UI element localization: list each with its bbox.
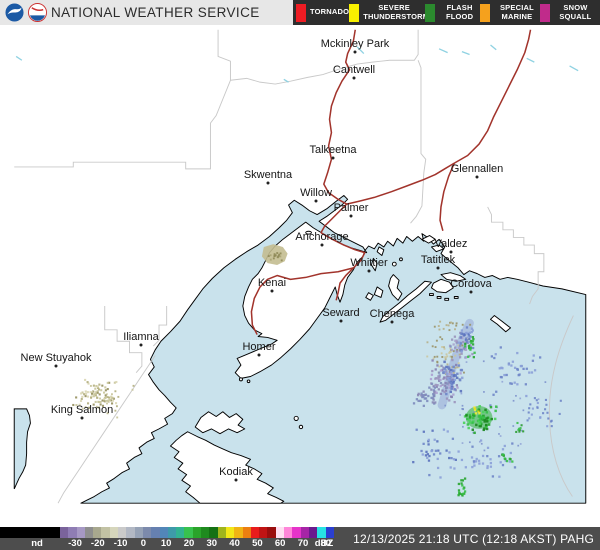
colorbar-cell xyxy=(242,527,251,538)
colorbar-tick-label: 0 xyxy=(140,538,147,549)
colorbar-cell xyxy=(167,527,177,538)
colorbar-cell xyxy=(159,527,168,538)
boundary-lines xyxy=(14,29,574,504)
colorbar-cell xyxy=(142,527,152,538)
colorbar-cell xyxy=(184,527,193,538)
colorbar-tick-label: -20 xyxy=(90,538,105,549)
island-layer xyxy=(169,230,511,504)
legend-swatch xyxy=(479,3,490,22)
nws-logo-icon xyxy=(28,3,47,22)
colorbar-tick-label: 60 xyxy=(274,538,286,549)
highway-lines xyxy=(250,29,532,335)
colorbar-tick-label: dBZ xyxy=(314,538,334,549)
status-bar: nd -30 -20 -10 0 10 20 30 40 50 60 70 80 dBZ 12/13/20… xyxy=(0,527,600,550)
colorbar-cell xyxy=(76,527,85,538)
radar-map[interactable]: Mckinley Park Cantwell Talkeetna Skwentna Wi… xyxy=(0,25,600,527)
noaa-logo-icon xyxy=(5,3,24,22)
colorbar-tick-label: -30 xyxy=(68,538,82,549)
dbz-colorbar xyxy=(0,527,334,538)
legend-label: TORNADO xyxy=(310,7,350,17)
colorbar-tick-label: 20 xyxy=(183,538,195,549)
colorbar-cell xyxy=(300,527,309,538)
colorbar-tick-label: -10 xyxy=(113,538,128,549)
legend-swatch xyxy=(425,3,436,22)
radar-echoes xyxy=(72,244,562,497)
colorbar-cell xyxy=(267,527,276,538)
map-canvas xyxy=(13,29,587,504)
dbz-colorbar-labels: nd -30 -20 -10 0 10 20 30 40 50 60 70 80 dBZ xyxy=(0,538,340,550)
colorbar-cell xyxy=(109,527,119,538)
legend-label: SNOW SQUALL xyxy=(559,3,592,21)
timestamp-text: 12/13/2025 21:18 UTC (12:18 AKST) PAHG xyxy=(353,531,594,546)
colorbar-cell xyxy=(259,527,268,538)
legend-swatch xyxy=(296,3,306,22)
colorbar-cell xyxy=(308,527,318,538)
colorbar-tick-label: nd xyxy=(31,538,43,549)
colorbar-cell xyxy=(68,527,77,538)
colorbar-cell xyxy=(84,527,94,538)
nws-brand-header: NATIONAL WEATHER SERVICE xyxy=(0,0,293,25)
colorbar-cell xyxy=(60,527,69,538)
top-bar: NATIONAL WEATHER SERVICE TORNADO SEVERE T… xyxy=(0,0,600,25)
colorbar-cell xyxy=(275,527,285,538)
legend-label: SPECIAL MARINE xyxy=(499,3,534,21)
legend-swatch xyxy=(539,3,550,22)
legend-swatch xyxy=(349,3,360,22)
colorbar-tick-label: 70 xyxy=(297,538,309,549)
colorbar-cell xyxy=(284,527,293,538)
legend-item-severe-thunderstorm: SEVERE THUNDERSTORM xyxy=(349,3,430,22)
colorbar-cell xyxy=(225,527,235,538)
legend-label: FLASH FLOOD xyxy=(445,3,474,21)
legend-item-snow-squall: SNOW SQUALL xyxy=(539,3,597,22)
agency-title: NATIONAL WEATHER SERVICE xyxy=(51,5,260,20)
colorbar-cell xyxy=(126,527,135,538)
colorbar-nd-segment xyxy=(0,527,60,538)
colorbar-tick-label: 10 xyxy=(160,538,172,549)
river-marks xyxy=(15,44,579,83)
colorbar-cell xyxy=(234,527,243,538)
colorbar-cell xyxy=(134,527,143,538)
colorbar-cell xyxy=(118,527,127,538)
colorbar-cell xyxy=(250,527,260,538)
colorbar-cell xyxy=(151,527,160,538)
colorbar-cell xyxy=(317,527,326,538)
legend-label: SEVERE THUNDERSTORM xyxy=(363,3,430,21)
colorbar-cell xyxy=(176,527,185,538)
colorbar-cell xyxy=(192,527,202,538)
legend-item-special-marine: SPECIAL MARINE xyxy=(479,3,540,22)
colorbar-cell xyxy=(209,527,218,538)
colorbar-tick-label: 50 xyxy=(252,538,263,549)
legend-item-flash-flood: FLASH FLOOD xyxy=(425,3,480,22)
colorbar-cell xyxy=(101,527,110,538)
colorbar-tick-label: 30 xyxy=(206,538,218,549)
colorbar-cell xyxy=(93,527,102,538)
colorbar-cell xyxy=(292,527,301,538)
hazard-legend-bar: TORNADO SEVERE THUNDERSTORM FLASH FLOOD SPE… xyxy=(293,0,600,25)
colorbar-cell xyxy=(201,527,210,538)
legend-item-tornado: TORNADO xyxy=(296,3,350,22)
colorbar-tick-label: 40 xyxy=(229,538,240,549)
colorbar-tick-label: 80 xyxy=(320,538,332,549)
colorbar-cell xyxy=(217,527,226,538)
colorbar-cell xyxy=(325,527,334,538)
